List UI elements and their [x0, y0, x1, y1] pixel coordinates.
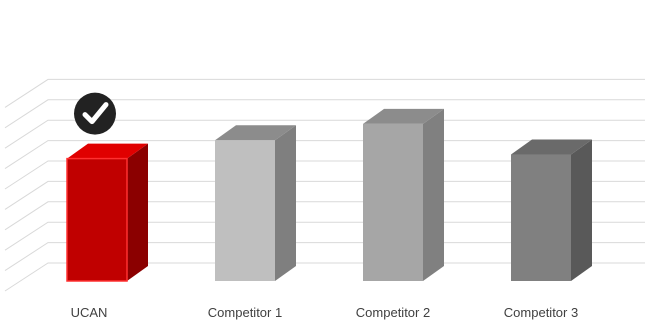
category-label: Competitor 2: [356, 305, 430, 320]
checkmark-stroke: [82, 102, 109, 125]
bar-top: [511, 139, 592, 155]
bar-competitor-1: [215, 125, 296, 282]
gridline: [4, 262, 645, 292]
bar-side: [275, 125, 296, 282]
bar-front: [215, 140, 275, 281]
bar-front: [511, 154, 571, 281]
gridline: [4, 99, 645, 129]
bar-side: [571, 139, 592, 281]
gridline: [4, 160, 645, 190]
gridlines: [4, 78, 645, 292]
gridline: [4, 119, 645, 149]
gridline: [4, 78, 645, 108]
gridline: [4, 201, 645, 231]
category-label: Competitor 1: [208, 305, 282, 320]
checkmark-circle: [74, 92, 116, 135]
category-label: Competitor 3: [504, 305, 578, 320]
category-labels: UCAN Competitor 1 Competitor 2 Competitor 3: [71, 305, 579, 320]
bar-competitor-2: [363, 108, 444, 281]
bar-ucan: [66, 143, 148, 282]
gridline: [4, 221, 645, 251]
bar-top: [67, 143, 148, 159]
bar-competitor-3: [511, 139, 592, 281]
gridline: [4, 242, 645, 272]
bar-side: [423, 108, 444, 281]
bar-top: [215, 125, 296, 141]
bar-front: [66, 157, 128, 282]
bars: [66, 108, 592, 282]
gridline: [4, 140, 645, 170]
checkmark-icon: [74, 92, 116, 135]
gridline: [4, 180, 645, 210]
category-label: UCAN: [71, 305, 108, 320]
bar-side: [127, 143, 148, 281]
bar-top: [363, 108, 444, 124]
bar-front: [363, 123, 423, 281]
